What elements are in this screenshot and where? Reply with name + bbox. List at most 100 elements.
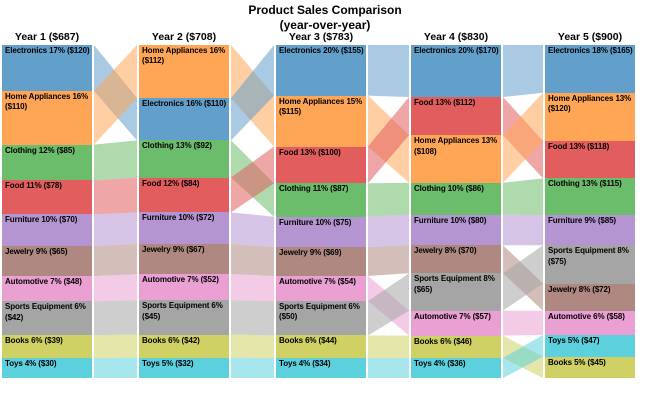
flow-ribbon [94, 334, 137, 358]
bar-segment: Furniture 10% ($75) [276, 216, 366, 248]
segment-label: Clothing 13% ($92) [142, 141, 212, 151]
flow-ribbon [503, 92, 543, 183]
bar-segment: Electronics 20% ($170) [411, 45, 501, 98]
flow-ribbon [503, 214, 543, 246]
segment-label: Toys 5% ($32) [142, 358, 194, 368]
bar-segment: Toys 4% ($36) [411, 358, 501, 378]
segment-label: Toys 4% ($36) [414, 359, 466, 368]
segment-label: Furniture 10% ($72) [142, 213, 215, 223]
flow-ribbon [503, 178, 543, 216]
segment-label: Toys 4% ($34) [279, 358, 331, 368]
bar-segment: Sports Equipment 6% ($42) [2, 301, 92, 336]
segment-label: Automotive 7% ($48) [5, 277, 82, 287]
bar-segment: Jewelry 8% ($72) [545, 283, 635, 311]
bar-segment: Toys 5% ($47) [545, 334, 635, 357]
bar-segment: Toys 5% ($32) [139, 357, 229, 379]
segment-label: Jewelry 9% ($65) [5, 246, 68, 256]
bar-segment: Jewelry 8% ($70) [411, 245, 501, 274]
bar-segment: Clothing 13% ($115) [545, 178, 635, 216]
segment-label: Toys 5% ($47) [548, 335, 600, 345]
year-column: Year 5 ($900) Electronics 18% ($165) Home … [545, 31, 635, 379]
flow-ribbon [368, 45, 409, 98]
bar-segment: Books 6% ($44) [276, 335, 366, 358]
flow-ribbon [231, 357, 274, 379]
segment-label: Furniture 9% ($85) [548, 216, 616, 226]
segment-label: Jewelry 8% ($72) [548, 284, 611, 294]
flow-ribbon [94, 140, 137, 181]
segment-label: Books 6% ($39) [5, 336, 63, 346]
bar-segment: Clothing 12% ($85) [2, 144, 92, 181]
bar-segment: Home Appliances 16% ($112) [139, 45, 229, 99]
segment-label: Automotive 6% ($58) [548, 311, 625, 321]
flow-ribbon [231, 146, 274, 213]
bar-segment: Food 11% ($78) [2, 180, 92, 215]
segment-label: Electronics 16% ($110) [142, 99, 227, 109]
segment-label: Jewelry 8% ($70) [414, 246, 477, 256]
bar-segment: Automotive 7% ($48) [2, 276, 92, 302]
flow-ribbon [231, 334, 274, 358]
bar-segment: Food 13% ($112) [411, 97, 501, 136]
bar-segment: Food 12% ($84) [139, 177, 229, 213]
segment-label: Jewelry 9% ($67) [142, 245, 205, 254]
segment-label: Sports Equipment 8% ($75) [548, 246, 629, 266]
segment-label: Books 6% ($44) [279, 336, 337, 346]
segment-label: Home Appliances 15% ($115) [279, 96, 363, 117]
bar-segment: Toys 4% ($34) [276, 357, 366, 378]
flow-ribbon [231, 212, 274, 248]
flow-ribbon [94, 212, 137, 246]
bar-segment: Electronics 16% ($110) [139, 98, 229, 141]
bar-segment: Furniture 9% ($85) [545, 215, 635, 246]
bar-segment: Food 13% ($118) [545, 140, 635, 179]
segment-label: Food 13% ($112) [414, 98, 476, 108]
stacked-bar: Electronics 17% ($120) Home Appliances 16… [2, 45, 92, 378]
bar-segment: Furniture 10% ($80) [411, 214, 501, 246]
bar-segment: Food 13% ($100) [276, 146, 366, 184]
segment-label: Automotive 7% ($52) [142, 275, 219, 285]
year-column: Year 2 ($708) Home Appliances 16% ($112) E… [139, 31, 229, 379]
stacked-bar: Electronics 20% ($170) Food 13% ($112) Hom… [411, 45, 501, 378]
flow-ribbon [94, 357, 137, 379]
flow-ribbon [368, 97, 409, 184]
flow-ribbon [368, 182, 409, 217]
bar-segment: Home Appliances 15% ($115) [276, 95, 366, 147]
bar-segment: Sports Equipment 6% ($50) [276, 301, 366, 336]
bar-segment: Sports Equipment 8% ($65) [411, 273, 501, 311]
segment-label: Jewelry 9% ($69) [279, 248, 342, 258]
bar-segment: Toys 4% ($30) [2, 357, 92, 378]
bar-segment: Home Appliances 13% ($108) [411, 135, 501, 183]
segment-label: Electronics 18% ($165) [548, 46, 633, 55]
segment-label: Sports Equipment 6% ($45) [142, 301, 223, 321]
bar-segment: Electronics 17% ($120) [2, 45, 92, 92]
segment-label: Electronics 20% ($170) [414, 46, 499, 55]
bar-segment: Electronics 18% ($165) [545, 45, 635, 93]
column-header: Year 5 ($900) [557, 31, 623, 43]
chart-title: Product Sales Comparison [248, 3, 402, 17]
stacked-bar: Home Appliances 16% ($112) Electronics 16… [139, 45, 229, 379]
column-header: Year 2 ($708) [151, 31, 217, 43]
flow-ribbon [231, 274, 274, 301]
segment-label: Food 13% ($118) [548, 141, 610, 151]
flow-ribbon [368, 273, 409, 336]
bar-segment: Books 6% ($39) [2, 335, 92, 358]
segment-label: Books 5% ($45) [548, 357, 606, 367]
bar-segment: Automotive 7% ($54) [276, 275, 366, 301]
bar-segment: Automotive 7% ($57) [411, 310, 501, 336]
flow-ribbon [231, 244, 274, 276]
bar-segment: Automotive 6% ($58) [545, 310, 635, 335]
bar-segment: Books 6% ($42) [139, 334, 229, 358]
column-header: Year 1 ($687) [14, 31, 80, 43]
year-column: Year 4 ($830) Electronics 20% ($170) Food … [411, 31, 501, 378]
flow-ribbon [94, 45, 137, 145]
flow-ribbon [94, 300, 137, 336]
segment-label: Electronics 17% ($120) [5, 46, 90, 55]
flow-ribbon [368, 335, 409, 358]
flow-ribbon [94, 274, 137, 302]
segment-label: Sports Equipment 8% ($65) [414, 274, 495, 294]
bar-segment: Clothing 10% ($86) [411, 182, 501, 215]
segment-label: Furniture 10% ($70) [5, 215, 78, 225]
bar-segment: Home Appliances 13% ($120) [545, 92, 635, 141]
segment-label: Toys 4% ($30) [5, 358, 57, 368]
bar-segment: Jewelry 9% ($67) [139, 244, 229, 275]
segment-label: Home Appliances 13% ($108) [414, 136, 498, 156]
